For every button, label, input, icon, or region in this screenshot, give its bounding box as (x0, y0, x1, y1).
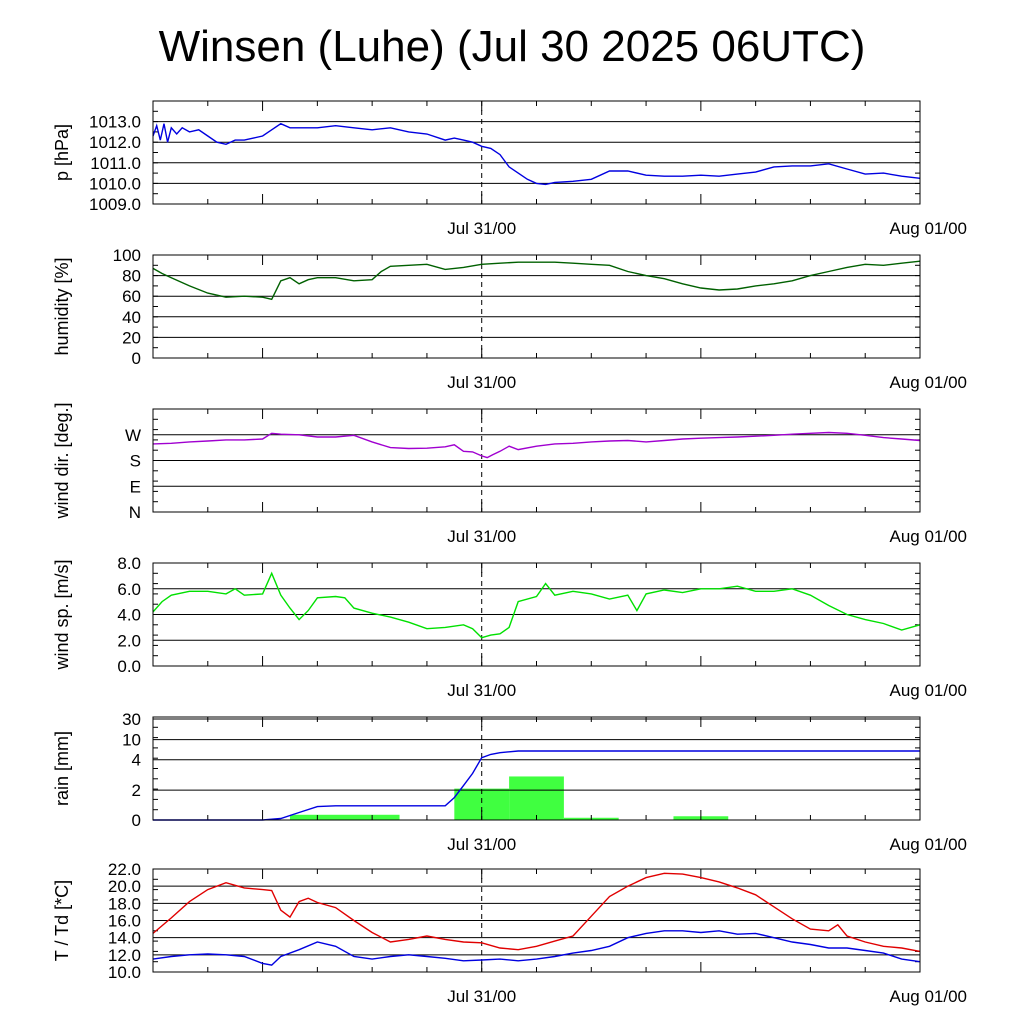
x-tick-label: Aug 01/00 (889, 527, 967, 546)
panel-rain: 0 2 410 30 Jul 31/00 Aug 01/00 rain [mm] (52, 710, 967, 854)
x-tick-label: Jul 31/00 (447, 527, 516, 546)
y-tick-label: 10.0 (108, 963, 141, 982)
series-line (152, 260, 921, 301)
y-tick-label: E (130, 477, 141, 496)
y-tick-label: 40 (122, 308, 141, 327)
y-tick-label: 20 (122, 328, 141, 347)
y-tick-label: 1012.0 (89, 133, 141, 152)
x-tick-label: Jul 31/00 (447, 219, 516, 238)
y-tick-label: 8.0 (117, 554, 141, 573)
y-tick-label: S (130, 452, 141, 471)
x-tick-label: Aug 01/00 (889, 987, 967, 1006)
y-tick-label: 0 (132, 349, 141, 368)
panel-temperature: 10.012.014.016.018.020.022.0 Jul 31/00 Aug… (52, 860, 967, 1006)
plot-frame (152, 868, 921, 973)
y-tick-label: 2 (132, 781, 141, 800)
x-tick-label: Jul 31/00 (447, 373, 516, 392)
x-tick-label: Jul 31/00 (447, 681, 516, 700)
plot-frame (152, 716, 921, 821)
x-tick-label: Aug 01/00 (889, 681, 967, 700)
chart-title: Winsen (Luhe) (Jul 30 2025 06UTC) (158, 22, 866, 71)
rain-bar (509, 776, 564, 820)
y-tick-label: 4 (132, 751, 141, 770)
y-tick-label: 80 (122, 267, 141, 286)
rain-bar (289, 814, 400, 820)
plot-frame (152, 254, 921, 359)
y-tick-label: 1010.0 (89, 174, 141, 193)
y-tick-label: 1011.0 (90, 154, 141, 173)
x-tick-label: Jul 31/00 (447, 835, 516, 854)
y-tick-label: 22.0 (108, 860, 141, 879)
series-line (152, 872, 921, 953)
y-axis-label: wind sp. [m/s] (52, 559, 72, 670)
y-axis-label: rain [mm] (52, 731, 72, 806)
x-tick-label: Aug 01/00 (889, 835, 967, 854)
plot-frame (152, 408, 921, 513)
y-tick-label: W (125, 426, 141, 445)
x-tick-label: Aug 01/00 (889, 373, 967, 392)
plot-frame (152, 562, 921, 667)
series-line (152, 571, 921, 639)
y-tick-label: 0 (132, 811, 141, 830)
y-tick-label: 18.0 (108, 894, 141, 913)
y-tick-label: 60 (122, 287, 141, 306)
y-axis-label: wind dir. [deg.] (52, 402, 72, 519)
series-line (153, 750, 920, 821)
y-tick-label: 1013.0 (89, 113, 141, 132)
y-tick-label: 6.0 (117, 580, 141, 599)
y-axis-label: p [hPa] (52, 124, 72, 181)
y-tick-label: 14.0 (108, 929, 141, 948)
y-tick-label: 100 (113, 246, 141, 265)
series-line (152, 930, 921, 966)
y-tick-label: 30 (122, 710, 141, 729)
plot-frame (152, 100, 921, 205)
y-tick-label: N (129, 503, 141, 522)
x-tick-label: Jul 31/00 (447, 987, 516, 1006)
y-axis-label: humidity [%] (52, 257, 72, 355)
y-tick-label: 12.0 (108, 946, 141, 965)
x-tick-label: Aug 01/00 (889, 219, 967, 238)
y-tick-label: 1009.0 (89, 195, 141, 214)
y-axis-label: T / Td [*C] (52, 880, 72, 961)
series-line (152, 431, 921, 459)
y-tick-label: 2.0 (117, 631, 141, 650)
panel-wind-speed: 0.0 2.0 4.0 6.0 8.0 Jul 31/00 Aug 01/00 wind sp… (52, 554, 967, 700)
y-tick-label: 4.0 (117, 606, 141, 625)
y-tick-label: 0.0 (117, 657, 141, 676)
y-tick-label: 16.0 (108, 912, 141, 931)
y-tick-label: 20.0 (108, 877, 141, 896)
series-line (152, 122, 921, 186)
y-tick-label: 10 (122, 731, 141, 750)
